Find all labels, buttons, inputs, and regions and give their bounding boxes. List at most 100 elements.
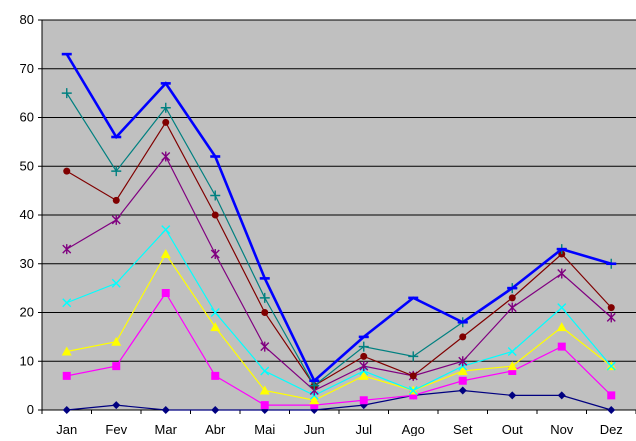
marker-plus	[259, 292, 270, 303]
series-line	[66, 252, 612, 401]
data-point	[457, 366, 468, 375]
data-point	[61, 88, 72, 99]
marker-square	[359, 396, 368, 405]
data-point	[210, 322, 221, 332]
data-point	[309, 395, 320, 405]
marker-star	[161, 151, 171, 162]
data-point	[557, 342, 566, 351]
x-tick-label: Mai	[254, 422, 275, 436]
data-point	[112, 362, 121, 371]
marker-star	[62, 244, 72, 255]
data-point	[607, 304, 615, 312]
data-point	[459, 333, 467, 341]
data-point	[111, 214, 121, 225]
marker-diamond	[458, 386, 467, 395]
data-point	[211, 371, 220, 380]
marker-square	[409, 391, 418, 400]
marker-x	[161, 225, 171, 235]
x-tick-label: Out	[502, 422, 523, 436]
data-point	[261, 309, 269, 316]
data-point	[259, 292, 270, 303]
marker-square	[161, 289, 170, 297]
data-point	[507, 302, 517, 313]
data-point	[408, 351, 419, 362]
marker-circle	[211, 211, 219, 219]
data-point	[458, 356, 468, 367]
marker-x	[606, 361, 616, 371]
marker-triangle	[111, 336, 122, 346]
x-tick-label: Mar	[155, 422, 178, 436]
marker-triangle	[556, 322, 567, 332]
data-point	[210, 190, 221, 201]
series-line	[66, 228, 612, 397]
marker-circle	[63, 167, 71, 175]
data-point	[508, 391, 517, 400]
data-point	[360, 352, 368, 360]
data-point	[161, 289, 170, 297]
marker-plus	[111, 166, 122, 177]
data-point	[409, 372, 417, 380]
marker-square	[62, 371, 71, 380]
marker-plus	[160, 102, 171, 113]
marker-star	[210, 249, 220, 259]
marker-square	[112, 362, 121, 371]
marker-x	[260, 366, 270, 376]
marker-triangle	[259, 385, 270, 395]
marker-square	[557, 342, 566, 351]
marker-circle	[360, 352, 368, 360]
y-tick-label: 80	[20, 12, 34, 27]
data-point	[112, 196, 120, 204]
data-point	[310, 401, 319, 410]
x-tick-label: Set	[453, 422, 473, 436]
data-point	[111, 166, 122, 177]
data-point	[111, 336, 122, 346]
series-line	[66, 389, 612, 411]
marker-triangle	[210, 322, 221, 332]
marker-triangle	[507, 361, 518, 371]
data-point	[62, 406, 71, 414]
marker-square	[607, 391, 616, 400]
marker-x	[557, 303, 567, 313]
marker-plus	[358, 341, 369, 352]
marker-star	[606, 312, 616, 323]
data-point	[62, 244, 72, 255]
data-point	[408, 386, 418, 395]
data-point	[260, 366, 270, 376]
marker-diamond	[607, 406, 616, 414]
data-point	[160, 102, 171, 113]
marker-circle	[607, 304, 615, 312]
marker-diamond	[161, 406, 170, 414]
y-tick-label: 30	[20, 256, 34, 271]
data-point	[607, 406, 616, 414]
marker-diamond	[508, 391, 517, 400]
marker-diamond	[112, 401, 121, 410]
data-point	[162, 118, 170, 126]
data-point	[161, 406, 170, 414]
data-point	[557, 391, 566, 400]
series-line	[65, 53, 612, 383]
marker-triangle	[309, 395, 320, 405]
marker-plus	[210, 190, 221, 201]
marker-circle	[459, 333, 467, 341]
x-tick-label: Jul	[355, 422, 372, 436]
data-point	[557, 303, 567, 313]
data-point	[358, 370, 369, 380]
marker-circle	[162, 118, 170, 126]
marker-diamond	[62, 406, 71, 414]
data-point	[508, 294, 516, 302]
series-line	[66, 121, 612, 387]
marker-circle	[112, 196, 120, 204]
x-tick-label: Dez	[600, 422, 623, 436]
data-point	[507, 347, 517, 356]
data-point	[161, 151, 171, 162]
data-point	[260, 341, 270, 352]
data-point	[61, 346, 72, 356]
marker-triangle	[358, 370, 369, 380]
x-tick-label: Jan	[56, 422, 77, 436]
data-point	[557, 268, 567, 279]
data-point	[161, 225, 171, 235]
x-tick-label: Jun	[304, 422, 325, 436]
y-tick-label: 60	[20, 110, 34, 125]
data-point	[606, 361, 616, 371]
